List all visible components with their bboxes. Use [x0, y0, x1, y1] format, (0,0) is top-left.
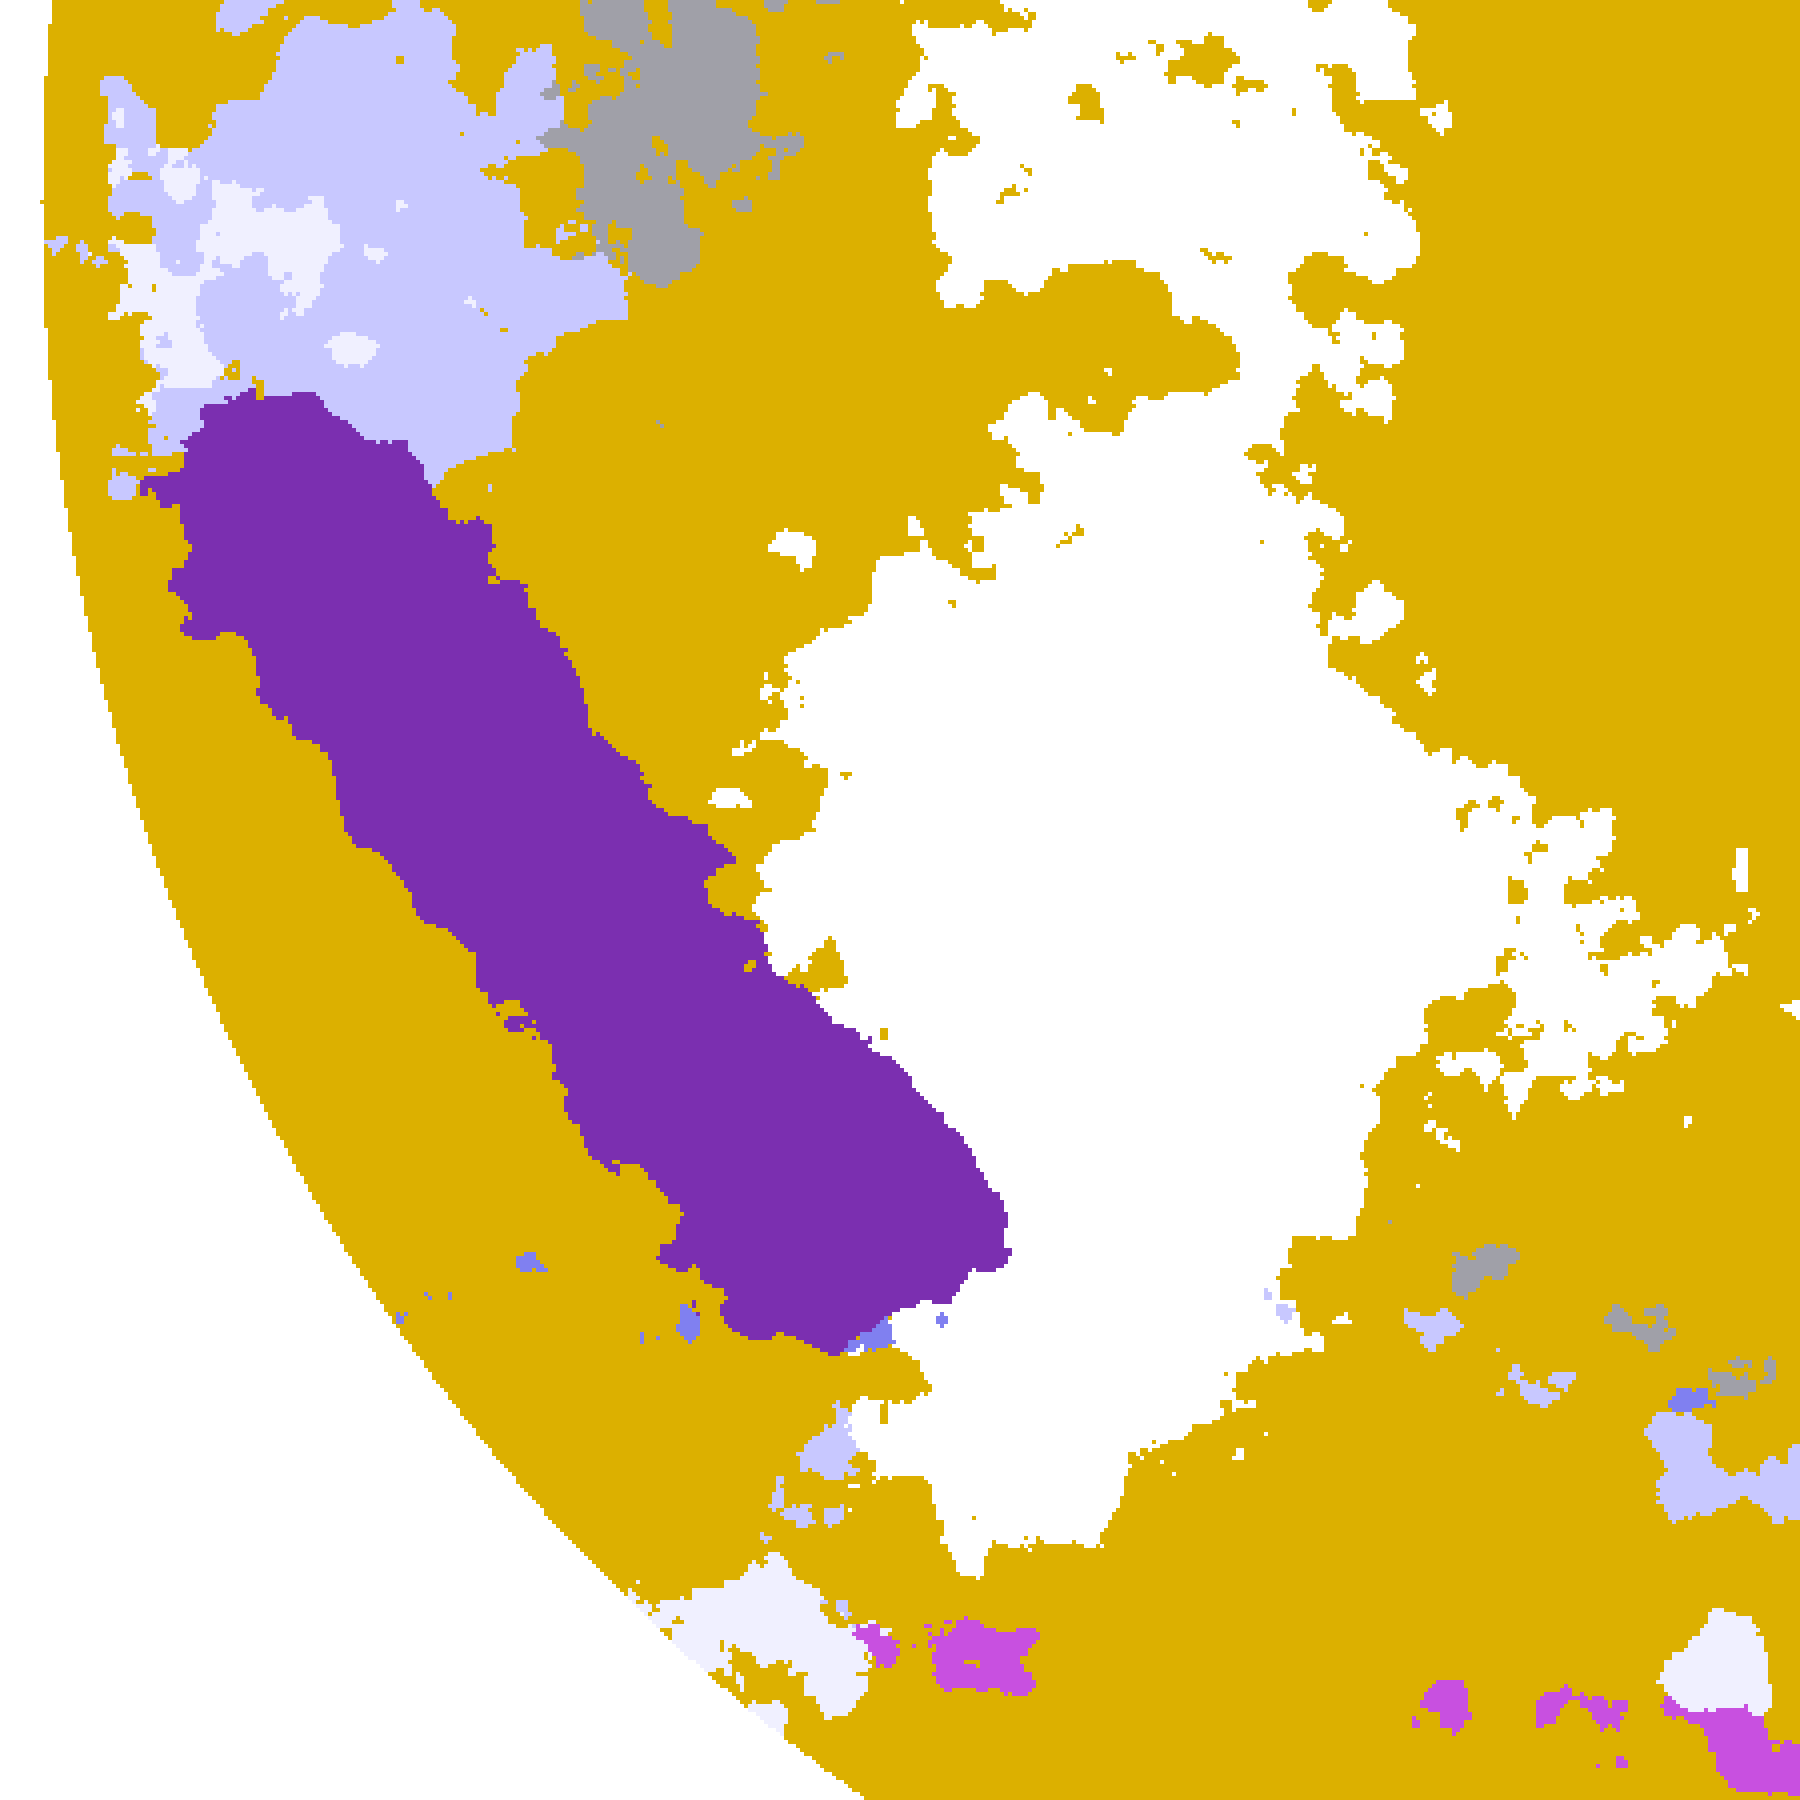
satellite-cloud-map [0, 0, 1800, 1800]
